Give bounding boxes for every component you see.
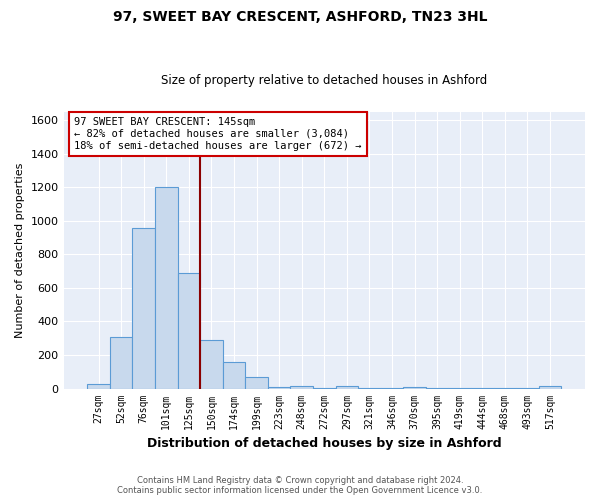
Bar [403, 387, 426, 388]
Text: 97 SWEET BAY CRESCENT: 145sqm
← 82% of detached houses are smaller (3,084)
18% o: 97 SWEET BAY CRESCENT: 145sqm ← 82% of d… [74, 118, 361, 150]
Title: Size of property relative to detached houses in Ashford: Size of property relative to detached ho… [161, 74, 487, 87]
X-axis label: Distribution of detached houses by size in Ashford: Distribution of detached houses by size … [147, 437, 502, 450]
Bar [268, 387, 290, 388]
Text: 97, SWEET BAY CRESCENT, ASHFORD, TN23 3HL: 97, SWEET BAY CRESCENT, ASHFORD, TN23 3H… [113, 10, 487, 24]
Bar [245, 377, 268, 388]
Bar [539, 386, 561, 388]
Bar [178, 273, 200, 388]
Bar [110, 336, 133, 388]
Bar [223, 362, 245, 388]
Text: Contains HM Land Registry data © Crown copyright and database right 2024.
Contai: Contains HM Land Registry data © Crown c… [118, 476, 482, 495]
Bar [133, 228, 155, 388]
Bar [290, 386, 313, 388]
Bar [200, 340, 223, 388]
Bar [335, 386, 358, 388]
Y-axis label: Number of detached properties: Number of detached properties [15, 162, 25, 338]
Bar [155, 188, 178, 388]
Bar [87, 384, 110, 388]
